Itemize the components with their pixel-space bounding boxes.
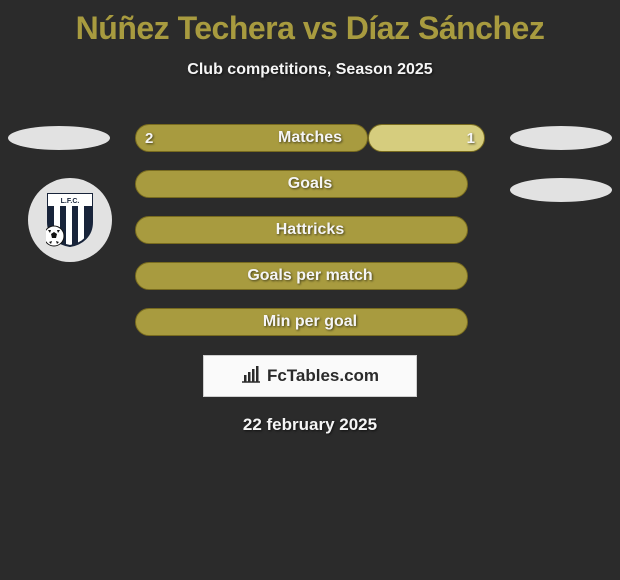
stat-row: Min per goal xyxy=(0,299,620,345)
stat-label: Matches xyxy=(135,124,485,152)
page-title: Núñez Techera vs Díaz Sánchez xyxy=(0,0,620,47)
date-label: 22 february 2025 xyxy=(0,415,620,435)
stat-value-left: 2 xyxy=(135,124,163,152)
stat-label: Goals per match xyxy=(135,262,485,290)
stat-row: Goals xyxy=(0,161,620,207)
brand-chart-icon xyxy=(241,365,261,388)
stat-pill: Goals per match xyxy=(135,262,485,290)
stat-row: Goals per match xyxy=(0,253,620,299)
stat-pill: Matches2 1 xyxy=(135,124,485,152)
stats-container: Matches2 1 Goals Hattricks Goals per match Mi… xyxy=(0,115,620,345)
stat-label: Goals xyxy=(135,170,485,198)
stat-label: Hattricks xyxy=(135,216,485,244)
stat-value-right: 1 xyxy=(457,124,485,152)
stat-row: Matches2 1 xyxy=(0,115,620,161)
stat-row: Hattricks xyxy=(0,207,620,253)
brand-label: FcTables.com xyxy=(267,366,379,386)
brand-box[interactable]: FcTables.com xyxy=(203,355,417,397)
stat-label: Min per goal xyxy=(135,308,485,336)
stat-pill: Min per goal xyxy=(135,308,485,336)
stat-pill: Hattricks xyxy=(135,216,485,244)
subtitle: Club competitions, Season 2025 xyxy=(0,61,620,79)
stat-pill: Goals xyxy=(135,170,485,198)
